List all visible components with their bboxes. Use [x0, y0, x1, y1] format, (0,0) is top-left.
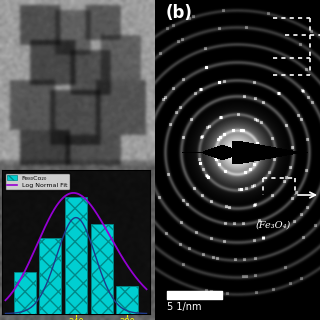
- Text: (b): (b): [165, 4, 192, 22]
- Bar: [91, 224, 113, 314]
- Legend: Fe₈₀Co₂₀, Log Normal Fit: Fe₈₀Co₂₀, Log Normal Fit: [5, 173, 70, 190]
- Bar: [39, 238, 61, 314]
- Bar: [14, 272, 36, 314]
- Text: (Fe₃O₄): (Fe₃O₄): [255, 221, 290, 230]
- Text: 5 1/nm: 5 1/nm: [167, 302, 202, 312]
- Bar: [116, 286, 138, 314]
- Bar: [65, 197, 87, 314]
